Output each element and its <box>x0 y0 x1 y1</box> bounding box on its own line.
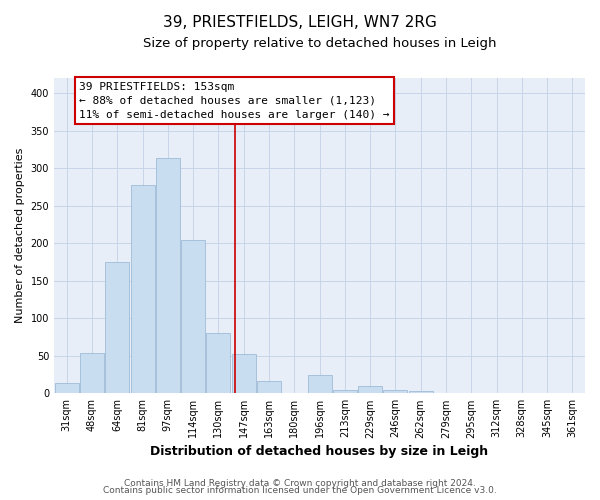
Bar <box>55 383 79 394</box>
Text: 39 PRIESTFIELDS: 153sqm
← 88% of detached houses are smaller (1,123)
11% of semi: 39 PRIESTFIELDS: 153sqm ← 88% of detache… <box>79 82 390 120</box>
Bar <box>181 240 205 394</box>
Y-axis label: Number of detached properties: Number of detached properties <box>15 148 25 324</box>
Text: 39, PRIESTFIELDS, LEIGH, WN7 2RG: 39, PRIESTFIELDS, LEIGH, WN7 2RG <box>163 15 437 30</box>
Bar <box>333 390 357 394</box>
Text: Contains public sector information licensed under the Open Government Licence v3: Contains public sector information licen… <box>103 486 497 495</box>
Title: Size of property relative to detached houses in Leigh: Size of property relative to detached ho… <box>143 38 496 51</box>
Bar <box>232 354 256 394</box>
Bar <box>459 392 483 394</box>
Bar <box>383 390 407 394</box>
X-axis label: Distribution of detached houses by size in Leigh: Distribution of detached houses by size … <box>151 444 488 458</box>
Bar <box>206 334 230 394</box>
Bar <box>358 386 382 394</box>
Bar <box>434 392 458 394</box>
Bar <box>156 158 180 394</box>
Bar <box>257 380 281 394</box>
Bar <box>105 262 129 394</box>
Bar <box>308 374 332 394</box>
Bar <box>131 186 155 394</box>
Bar <box>80 353 104 394</box>
Bar <box>409 391 433 394</box>
Text: Contains HM Land Registry data © Crown copyright and database right 2024.: Contains HM Land Registry data © Crown c… <box>124 478 476 488</box>
